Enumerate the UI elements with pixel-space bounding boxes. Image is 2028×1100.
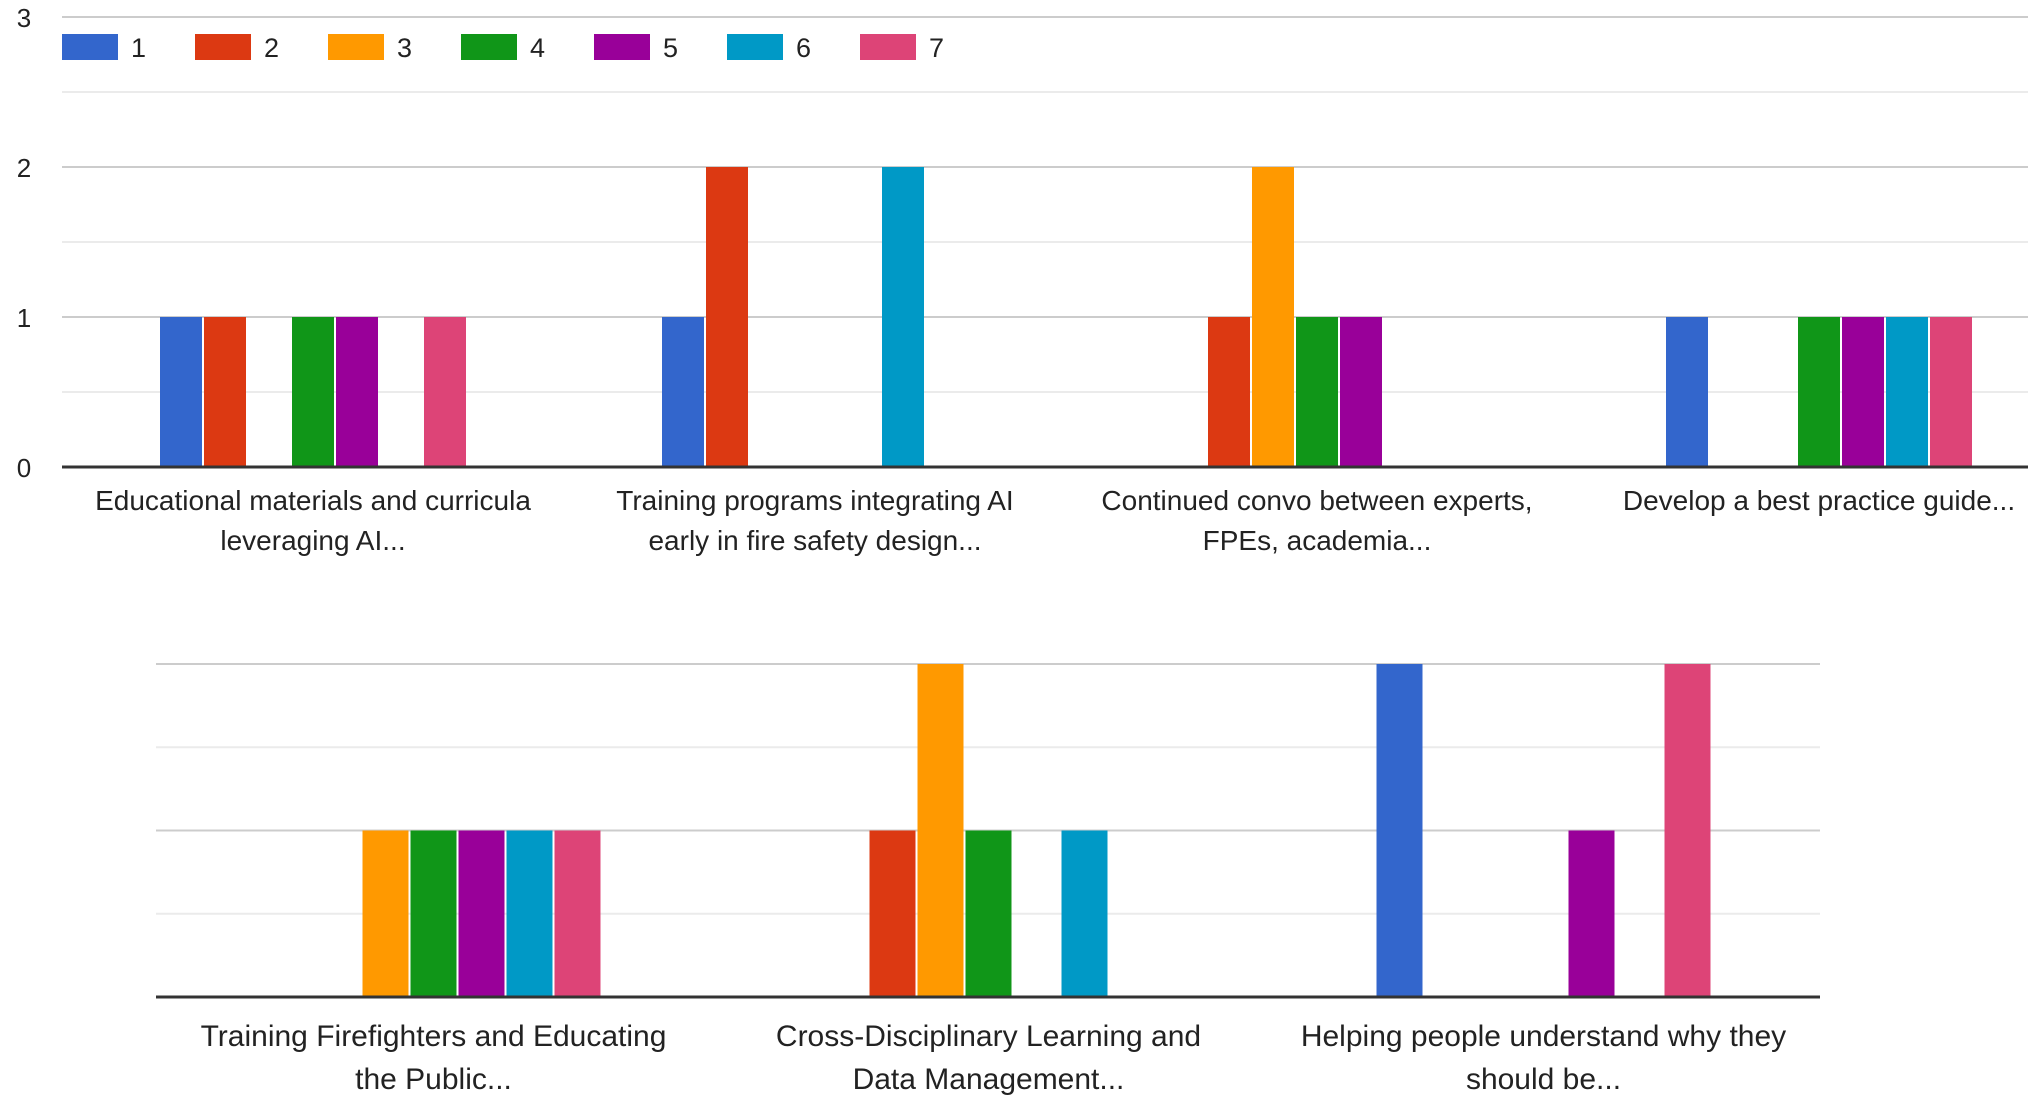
legend-swatch-1 <box>62 34 118 60</box>
bar-series-4 <box>1296 317 1338 467</box>
y-tick-label: 1 <box>17 303 31 333</box>
bar-series-6 <box>1886 317 1928 467</box>
x-category-label: early in fire safety design... <box>648 525 981 556</box>
x-category-label: leveraging AI... <box>220 525 405 556</box>
bar-series-7 <box>424 317 466 467</box>
x-category-label: should be... <box>1466 1063 1621 1095</box>
bar-series-5 <box>1568 830 1615 997</box>
y-tick-label: 2 <box>17 153 31 183</box>
bar-series-3 <box>1252 167 1294 467</box>
bar-series-7 <box>554 830 601 997</box>
x-category-label: Data Management... <box>853 1063 1125 1095</box>
bar-series-2 <box>204 317 246 467</box>
y-tick-label: 0 <box>17 453 31 483</box>
x-category-label: Cross-Disciplinary Learning and <box>776 1020 1201 1053</box>
x-category-label: Educational materials and curricula <box>95 485 531 516</box>
bar-series-4 <box>410 830 457 997</box>
bar-series-4 <box>292 317 334 467</box>
legend-label-2: 2 <box>264 33 279 63</box>
legend-label-1: 1 <box>131 33 146 63</box>
legend-label-7: 7 <box>929 33 944 63</box>
x-category-label: Continued convo between experts, <box>1101 485 1532 516</box>
bar-series-5 <box>458 830 505 997</box>
bar-series-3 <box>917 664 964 997</box>
legend-label-3: 3 <box>397 33 412 63</box>
bar-series-5 <box>336 317 378 467</box>
legend-swatch-7 <box>860 34 916 60</box>
bar-series-2 <box>1208 317 1250 467</box>
chart-1: 0 1 2 3 Educational materials and curricula l… <box>17 3 2028 556</box>
bar-series-2 <box>706 167 748 467</box>
legend-label-6: 6 <box>796 33 811 63</box>
legend-label-4: 4 <box>530 33 545 63</box>
x-category-label: Helping people understand why they <box>1301 1020 1786 1053</box>
legend-swatch-2 <box>195 34 251 60</box>
y-tick-label: 3 <box>17 3 31 33</box>
legend-swatch-6 <box>727 34 783 60</box>
bar-series-7 <box>1930 317 1972 467</box>
chart-2: Training Firefighters and Educating the P… <box>156 663 1820 1096</box>
bar-series-7 <box>1664 664 1711 997</box>
bar-series-6 <box>1061 830 1108 997</box>
bar-series-2 <box>869 830 916 997</box>
bar-series-1 <box>1376 664 1423 997</box>
x-category-label: Develop a best practice guide... <box>1623 485 2015 516</box>
bar-series-6 <box>882 167 924 467</box>
bar-series-6 <box>506 830 553 997</box>
x-category-label: FPEs, academia... <box>1203 525 1432 556</box>
bar-series-5 <box>1340 317 1382 467</box>
bar-series-4 <box>1798 317 1840 467</box>
bar-series-1 <box>662 317 704 467</box>
bar-series-1 <box>160 317 202 467</box>
legend: 1 2 3 4 5 6 7 <box>62 33 944 63</box>
bar-series-1 <box>1666 317 1708 467</box>
bar-series-3 <box>362 830 409 997</box>
legend-swatch-5 <box>594 34 650 60</box>
legend-swatch-4 <box>461 34 517 60</box>
bar-series-4 <box>965 830 1012 997</box>
x-category-label: Training programs integrating AI <box>616 485 1013 516</box>
x-category-label: the Public... <box>355 1063 512 1095</box>
legend-swatch-3 <box>328 34 384 60</box>
bar-series-5 <box>1842 317 1884 467</box>
x-category-label: Training Firefighters and Educating <box>201 1020 667 1053</box>
legend-label-5: 5 <box>663 33 678 63</box>
